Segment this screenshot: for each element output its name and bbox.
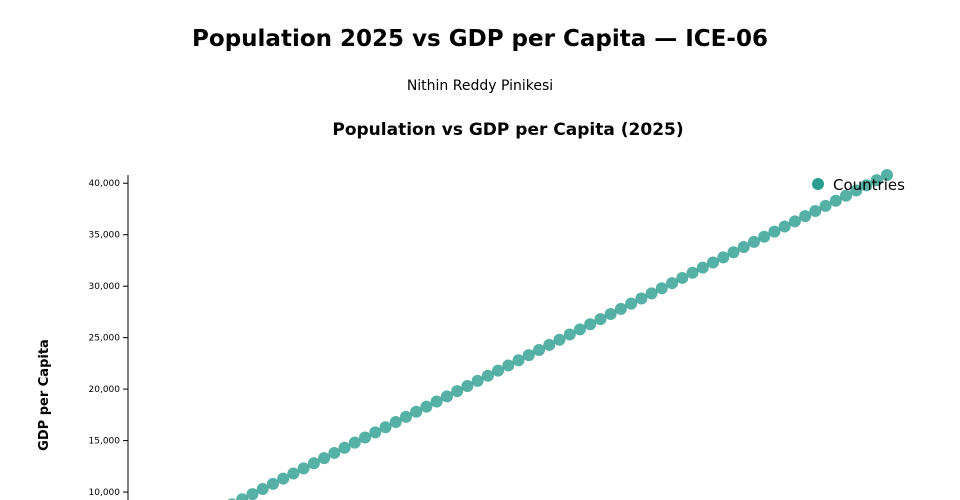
point (788, 215, 801, 228)
point (369, 426, 382, 439)
point (533, 344, 546, 356)
point (471, 374, 484, 387)
point (809, 205, 822, 218)
point (389, 416, 402, 429)
point (799, 210, 812, 223)
point (860, 179, 873, 192)
point (584, 318, 597, 331)
point (328, 446, 341, 459)
point (768, 225, 781, 238)
point (850, 184, 863, 197)
point (297, 462, 310, 475)
point (635, 292, 648, 305)
y-tick-label: 35,000 (89, 231, 121, 241)
point (481, 369, 494, 382)
point (625, 297, 638, 310)
point (307, 457, 320, 470)
y-tick-label: 30,000 (89, 282, 121, 292)
point (676, 271, 689, 284)
point (707, 256, 720, 269)
point (614, 302, 627, 315)
point (246, 488, 259, 500)
point (666, 277, 679, 290)
point (573, 323, 586, 336)
point (604, 307, 617, 320)
point (318, 452, 331, 465)
y-axis-label: GDP per Capita (37, 339, 52, 451)
y-tick-label: 40,000 (89, 179, 121, 189)
point (379, 421, 392, 434)
point (686, 266, 699, 279)
point (236, 493, 249, 500)
legend-label: Countries (833, 176, 905, 194)
point (451, 385, 464, 398)
point (655, 282, 668, 295)
point (553, 333, 566, 346)
point (399, 410, 412, 423)
subtitle: Nithin Reddy Pinikesi (407, 78, 553, 94)
point (758, 230, 771, 243)
point (840, 189, 853, 202)
point (645, 287, 658, 300)
point (747, 235, 760, 248)
point (870, 174, 883, 187)
point (338, 441, 351, 454)
y-tick-label: 20,000 (89, 385, 121, 395)
point (256, 482, 269, 495)
y-tick-label: 25,000 (89, 334, 121, 344)
point (512, 354, 525, 367)
point (492, 364, 505, 377)
point (727, 246, 740, 259)
point (348, 436, 361, 449)
y-tick-label: 10,000 (89, 488, 121, 498)
y-tick-label: 15,000 (89, 437, 121, 447)
point (430, 395, 443, 408)
point (522, 349, 535, 362)
point (502, 359, 515, 372)
point (277, 472, 290, 485)
point (717, 251, 730, 264)
chart-title: Population vs GDP per Capita (2025) (332, 120, 683, 140)
point (461, 380, 474, 393)
point (440, 390, 453, 403)
point (819, 199, 832, 212)
point (594, 313, 607, 326)
point (543, 338, 556, 351)
point (696, 261, 709, 274)
point (287, 467, 300, 480)
legend-marker (812, 178, 824, 190)
point (737, 241, 750, 254)
point (410, 405, 423, 418)
point (359, 431, 372, 444)
point (266, 477, 279, 490)
point (563, 328, 576, 341)
point (881, 169, 893, 181)
point (829, 194, 842, 207)
point (420, 400, 433, 413)
point (778, 220, 791, 233)
page-title: Population 2025 vs GDP per Capita — ICE-… (192, 26, 768, 52)
